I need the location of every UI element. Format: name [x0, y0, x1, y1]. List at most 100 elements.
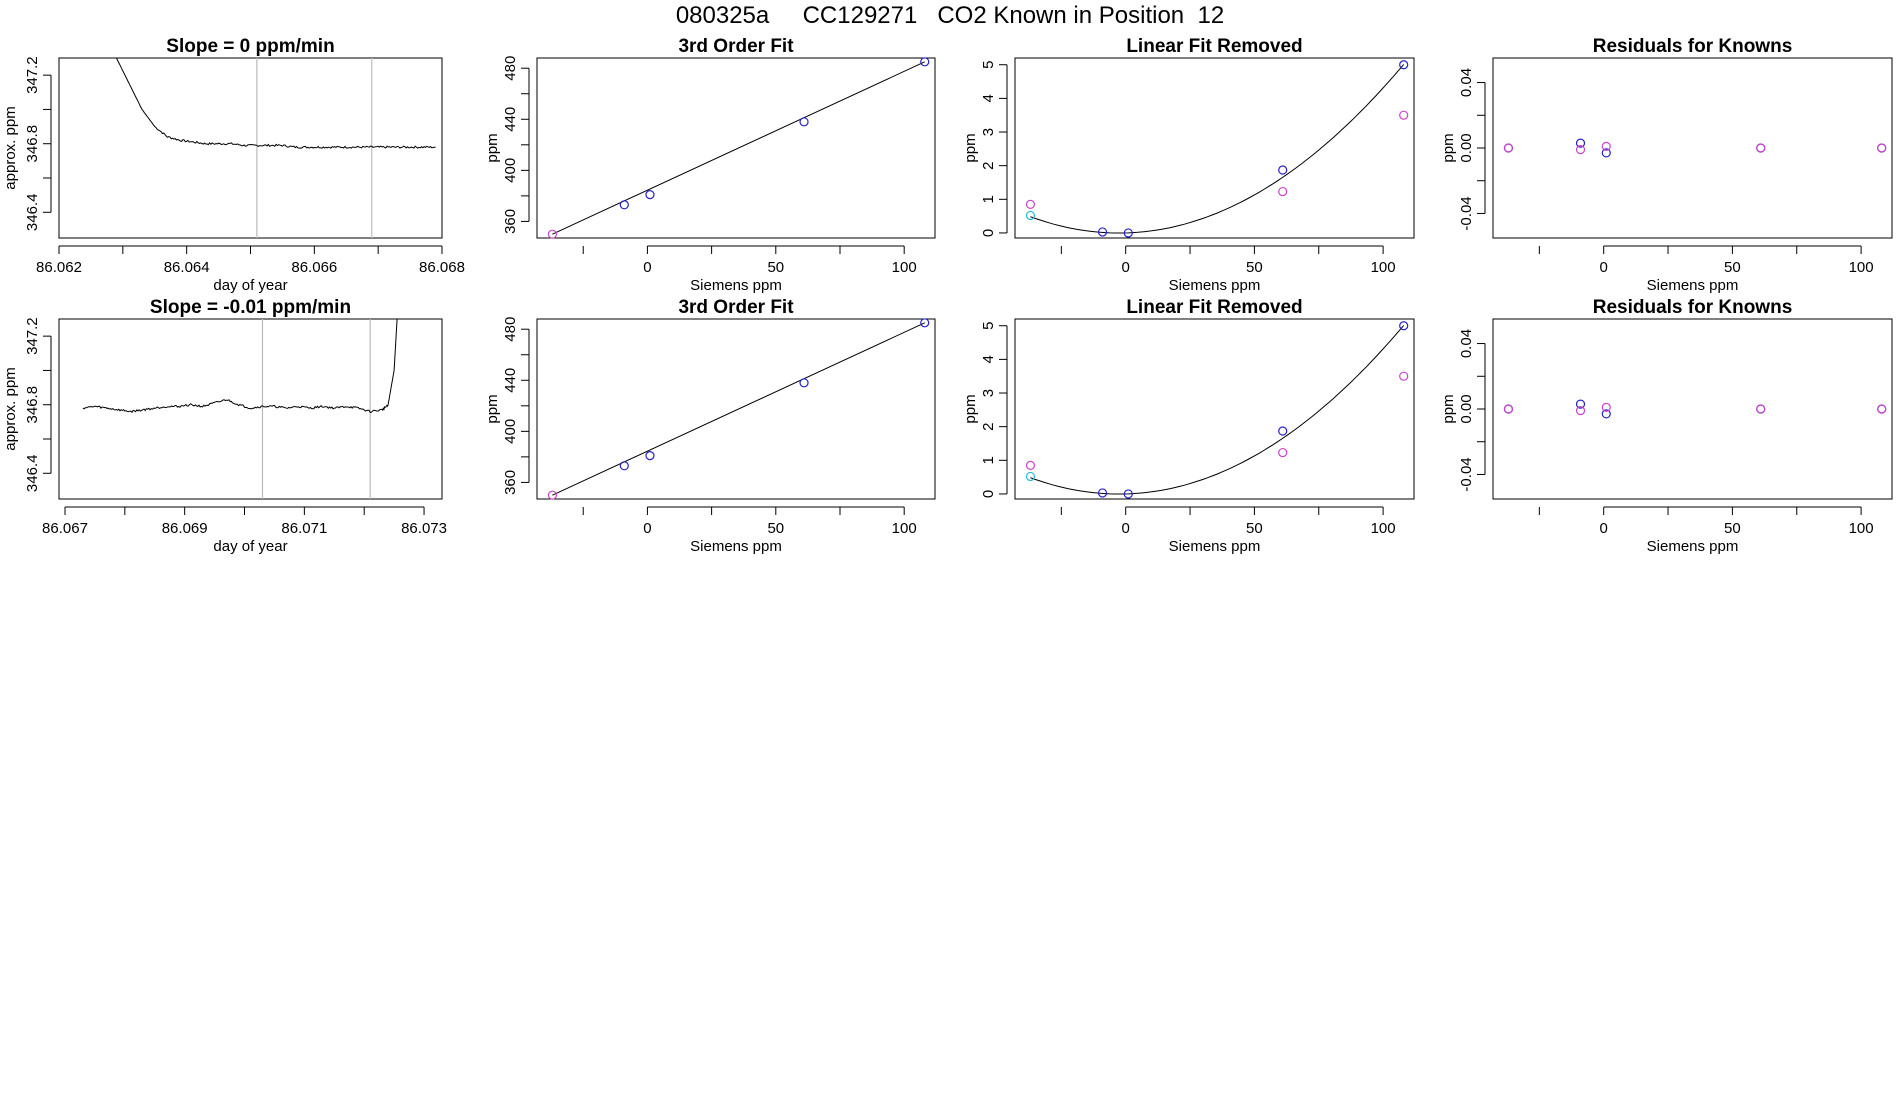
x-axis-label: day of year	[213, 277, 287, 294]
chart-panel-5: Slope = -0.01 ppm/min 86.067 86.069 86.071 8…	[2, 297, 447, 555]
y-tick-label: 0	[980, 490, 997, 498]
y-tick-label: 0.00	[1458, 133, 1475, 162]
data-point	[1575, 145, 1586, 155]
y-axis-label: ppm	[1440, 394, 1457, 423]
y-tick-label: 0.04	[1458, 68, 1475, 97]
x-axis-label: Siemens ppm	[1169, 277, 1261, 294]
x-tick-label: 50	[1246, 520, 1263, 537]
x-tick-label: 86.066	[291, 259, 337, 276]
x-axis-label: day of year	[213, 538, 287, 555]
x-tick-label: 0	[1600, 520, 1608, 537]
y-tick-label: -0.04	[1458, 457, 1475, 491]
x-tick-label: 86.067	[42, 520, 88, 537]
series-line	[116, 58, 436, 149]
data-point	[799, 117, 809, 127]
x-tick-label: 50	[1724, 520, 1741, 537]
x-tick-label: 50	[767, 520, 784, 537]
y-tick-label: 0	[980, 229, 997, 237]
data-point	[1399, 371, 1409, 381]
data-point	[920, 318, 930, 328]
data-point	[1756, 404, 1766, 414]
data-point	[1025, 210, 1036, 221]
fit-curve	[1030, 325, 1405, 495]
y-tick-label: 346.8	[24, 125, 41, 163]
y-tick-label: 360	[502, 209, 519, 234]
x-tick-label: 0	[1122, 520, 1130, 537]
data-point	[547, 229, 558, 239]
data-point	[645, 189, 655, 200]
data-point	[1503, 404, 1514, 414]
x-tick-label: 100	[1849, 520, 1874, 537]
fit-line	[552, 322, 925, 496]
plot-data	[552, 61, 925, 235]
data-point	[920, 57, 930, 67]
chart-title: 3rd Order Fit	[678, 297, 794, 318]
plot-frame	[536, 318, 936, 500]
x-tick-label: 0	[643, 259, 651, 276]
y-tick-label: 1	[980, 456, 997, 464]
x-tick-label: 50	[767, 259, 784, 276]
y-tick-label: 346.4	[24, 455, 41, 493]
data-point	[1575, 406, 1586, 416]
y-tick-label: 480	[502, 56, 519, 81]
x-tick-label: 100	[1371, 259, 1396, 276]
x-axis-label: Siemens ppm	[690, 538, 782, 555]
data-point	[1399, 321, 1409, 331]
data-point	[619, 200, 629, 210]
data-point	[1399, 60, 1409, 70]
x-axis-label: Siemens ppm	[1647, 538, 1739, 555]
y-tick-label: 346.4	[24, 194, 41, 232]
x-tick-label: 86.071	[281, 520, 327, 537]
x-tick-label: 86.069	[162, 520, 208, 537]
x-tick-label: 100	[892, 259, 917, 276]
y-tick-label: 2	[980, 422, 997, 430]
chart-title: Linear Fit Removed	[1126, 297, 1302, 318]
x-tick-label: 50	[1724, 259, 1741, 276]
page-title: 080325a CC129271 CO2 Known in Position 1…	[675, 2, 1225, 29]
x-axis-label: Siemens ppm	[690, 277, 782, 294]
chart-title: Residuals for Knowns	[1593, 36, 1793, 57]
y-tick-label: 3	[980, 128, 997, 136]
data-point	[1278, 447, 1288, 458]
data-point	[1025, 199, 1036, 209]
y-axis-label: approx. ppm	[2, 106, 19, 189]
plot-frame	[1014, 318, 1415, 500]
data-point	[1601, 409, 1611, 419]
plot-frame	[58, 57, 443, 239]
y-tick-label: 2	[980, 161, 997, 169]
plot-frame	[58, 318, 443, 500]
x-tick-label: 86.062	[36, 259, 82, 276]
x-axis-label: Siemens ppm	[1647, 277, 1739, 294]
plot-data	[116, 58, 436, 149]
data-point	[1278, 186, 1288, 197]
y-axis-label: approx. ppm	[2, 367, 19, 450]
y-tick-label: 440	[502, 107, 519, 132]
data-point	[547, 490, 558, 500]
y-axis-label: ppm	[1440, 133, 1457, 162]
data-point	[799, 378, 809, 388]
x-tick-label: 100	[1849, 259, 1874, 276]
data-point	[1756, 143, 1766, 153]
y-tick-label: 400	[502, 158, 519, 183]
data-point	[1278, 426, 1288, 436]
data-point	[1097, 227, 1108, 237]
chart-panel-1: Slope = 0 ppm/min 86.062 86.064 86.066 86.06…	[2, 36, 465, 294]
data-point	[1123, 228, 1133, 238]
data-point	[1025, 460, 1036, 470]
y-tick-label: 400	[502, 419, 519, 444]
chart-panel-2: 3rd Order Fit 0 50 100 Siemens ppm 360 400 440 4…	[484, 36, 936, 294]
plot-data	[1030, 64, 1405, 234]
y-tick-label: 1	[980, 195, 997, 203]
x-axis-label: Siemens ppm	[1169, 538, 1261, 555]
data-point	[1399, 110, 1409, 120]
y-tick-label: 5	[980, 322, 997, 330]
data-point	[645, 450, 655, 461]
y-tick-label: 360	[502, 470, 519, 495]
data-point	[1877, 143, 1887, 153]
x-tick-label: 0	[643, 520, 651, 537]
x-tick-label: 50	[1246, 259, 1263, 276]
chart-panel-4: Residuals for Knowns 0 50 100 Siemens ppm -0.…	[1440, 36, 1893, 294]
chart-title: Residuals for Knowns	[1593, 297, 1793, 318]
y-tick-label: 3	[980, 389, 997, 397]
